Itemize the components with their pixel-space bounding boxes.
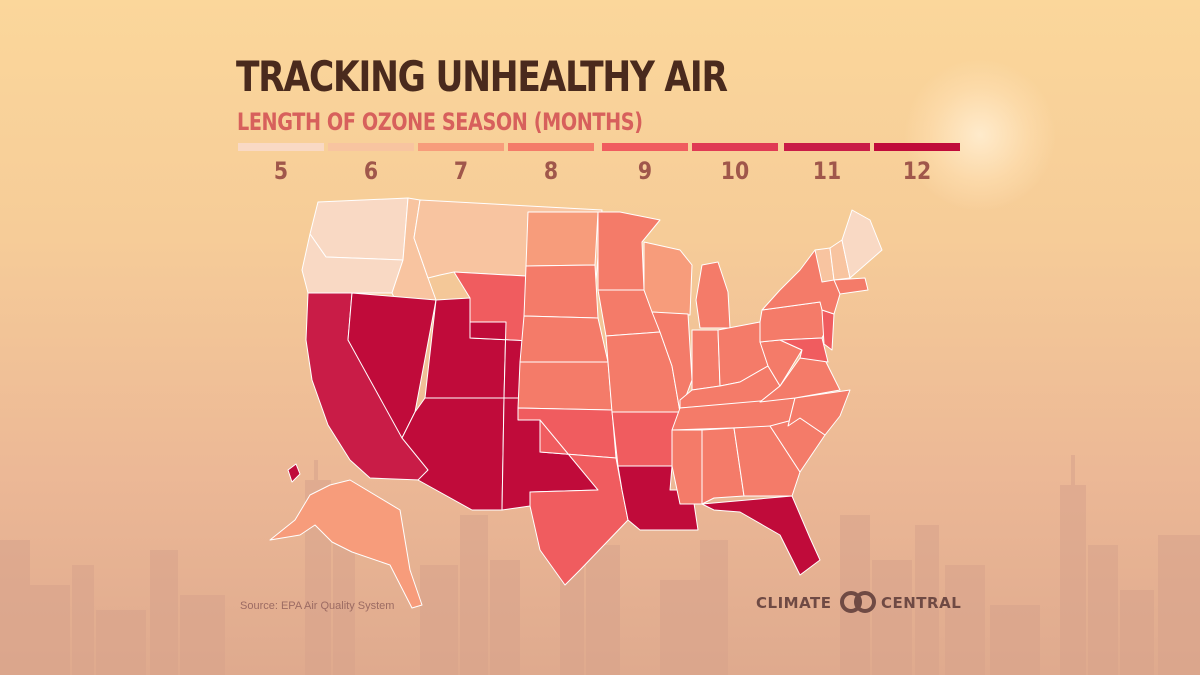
state-la <box>617 465 699 531</box>
legend-swatch <box>692 143 778 151</box>
state-md <box>779 337 829 363</box>
legend-label: 9 <box>637 157 653 185</box>
state-ms <box>671 429 703 505</box>
logo-word-left: CLIMATE <box>756 594 832 612</box>
legend-label: 11 <box>812 157 842 185</box>
state-tx <box>529 419 629 586</box>
state-ak <box>269 479 423 609</box>
legend-item: 11 <box>784 143 870 188</box>
color-legend: 5 6 7 8 9 10 11 12 <box>238 143 960 188</box>
state-al <box>701 427 745 505</box>
us-map <box>269 197 883 609</box>
state-ma <box>833 277 869 295</box>
state-ar <box>611 411 681 467</box>
legend-swatch <box>508 143 594 151</box>
page-subtitle: LENGTH OF OZONE SEASON (MONTHS) <box>237 108 643 136</box>
state-nj <box>821 309 835 351</box>
state-az <box>401 397 505 511</box>
logo-word-right: CENTRAL <box>881 594 962 612</box>
state-wa <box>309 197 409 261</box>
legend-label: 7 <box>453 157 469 185</box>
state-ks <box>517 361 613 411</box>
page-title: TRACKING UNHEALTHY AIR <box>236 52 728 101</box>
legend-item: 7 <box>418 143 504 188</box>
legend-swatch <box>602 143 688 151</box>
state-fl <box>701 495 821 576</box>
legend-item: 6 <box>328 143 414 188</box>
state-in <box>691 329 721 391</box>
sun-glow <box>905 60 1055 210</box>
legend-label: 12 <box>902 157 932 185</box>
infinity-logo-icon <box>840 591 876 613</box>
legend-label: 10 <box>720 157 750 185</box>
legend-item: 9 <box>602 143 688 188</box>
state-me <box>841 209 883 279</box>
legend-label: 5 <box>273 157 289 185</box>
legend-swatch <box>238 143 324 151</box>
legend-swatch <box>328 143 414 151</box>
legend-item: 10 <box>692 143 778 188</box>
state-wi <box>643 241 693 316</box>
legend-label: 8 <box>543 157 559 185</box>
state-ne <box>519 315 609 363</box>
legend-swatch <box>418 143 504 151</box>
source-note: Source: EPA Air Quality System <box>240 600 395 612</box>
legend-item: 8 <box>508 143 594 188</box>
state-nd <box>525 211 599 267</box>
state-hi <box>287 463 301 483</box>
legend-label: 6 <box>363 157 379 185</box>
legend-swatch <box>874 143 960 151</box>
legend-item: 5 <box>238 143 324 188</box>
state-ga <box>733 425 801 497</box>
legend-swatch <box>784 143 870 151</box>
climate-central-logo: CLIMATE CENTRAL <box>756 590 966 616</box>
legend-item: 12 <box>874 143 960 188</box>
state-mi <box>695 261 731 329</box>
state-sd <box>523 264 599 319</box>
